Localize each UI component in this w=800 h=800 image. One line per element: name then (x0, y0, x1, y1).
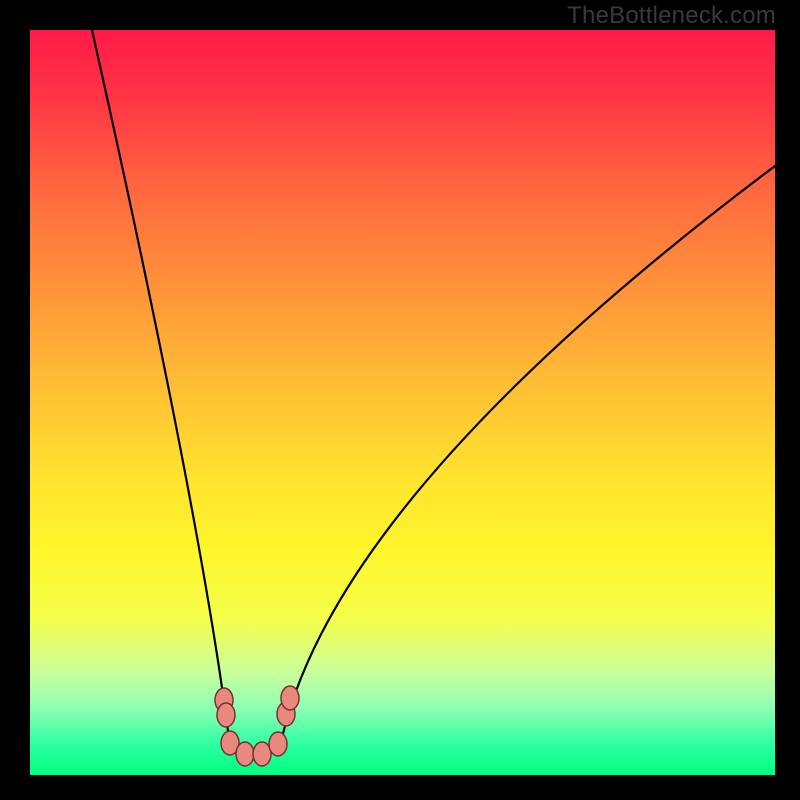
data-marker-5 (269, 732, 287, 756)
plot-svg (0, 0, 800, 800)
data-marker-1 (217, 703, 235, 727)
gradient-background (30, 30, 775, 775)
data-marker-4 (253, 742, 271, 766)
watermark-text: TheBottleneck.com (567, 2, 776, 30)
data-marker-3 (236, 742, 254, 766)
data-marker-7 (281, 686, 299, 710)
